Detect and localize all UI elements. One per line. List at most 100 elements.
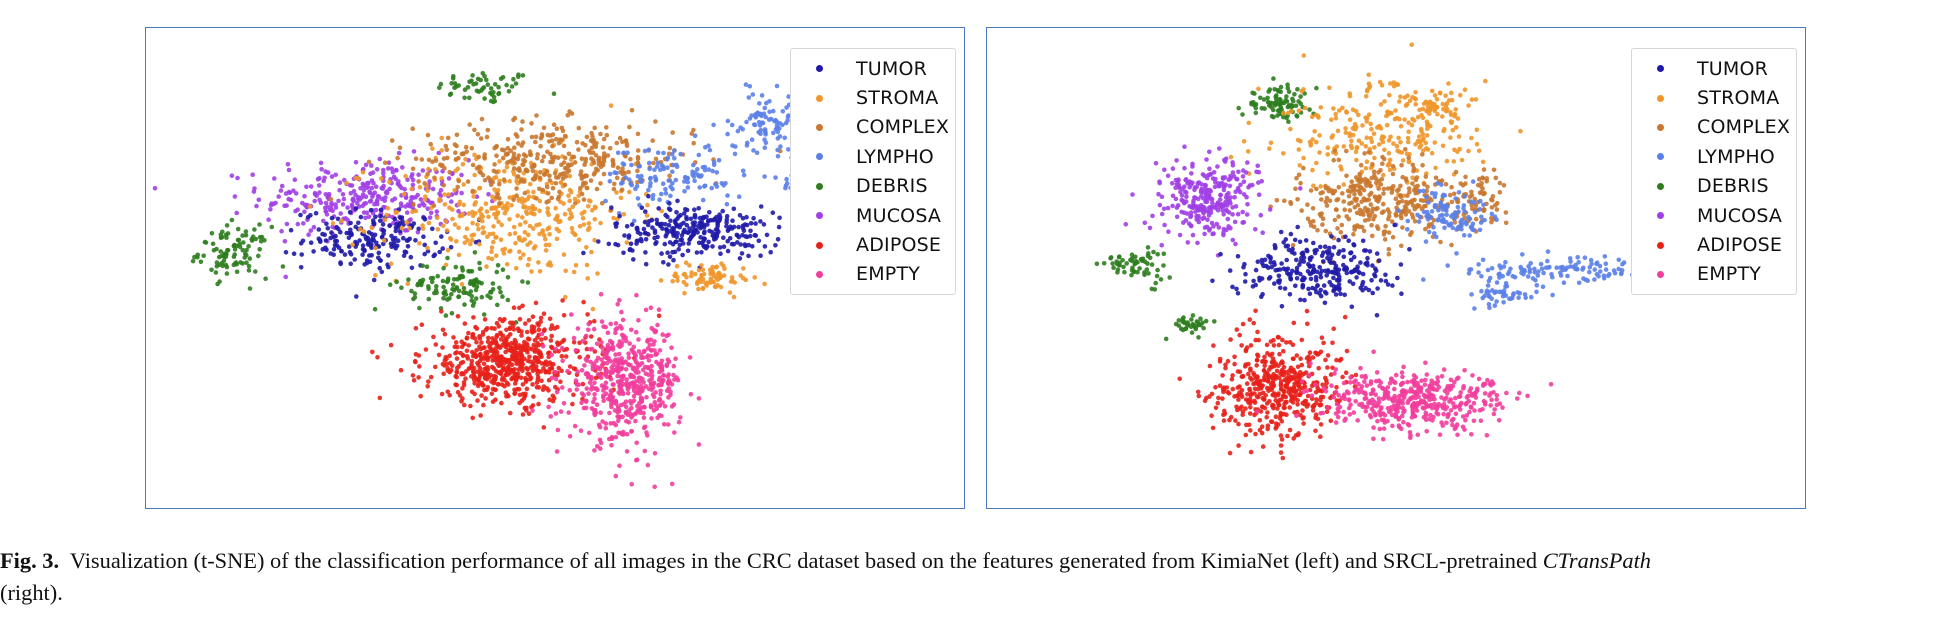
scatter-point	[670, 151, 675, 157]
scatter-point	[582, 363, 587, 368]
scatter-point	[463, 376, 468, 381]
scatter-point	[475, 369, 480, 375]
scatter-point	[645, 231, 651, 237]
scatter-point	[235, 175, 240, 181]
scatter-point	[656, 206, 661, 211]
scatter-point	[450, 216, 455, 222]
scatter-point	[1295, 137, 1301, 143]
scatter-point	[406, 277, 411, 282]
scatter-point	[1174, 214, 1180, 220]
scatter-point	[655, 160, 661, 166]
scatter-point	[660, 332, 665, 337]
scatter-point	[522, 405, 528, 411]
scatter-point	[431, 203, 437, 208]
scatter-point	[1458, 92, 1463, 98]
scatter-point	[1365, 255, 1370, 261]
scatter-point	[1416, 134, 1422, 139]
scatter-point	[669, 404, 675, 409]
scatter-point	[1403, 206, 1409, 211]
scatter-point	[1403, 103, 1409, 108]
scatter-point	[428, 141, 434, 147]
scatter-point	[1399, 150, 1405, 155]
scatter-point	[521, 396, 527, 401]
scatter-point	[715, 219, 720, 225]
scatter-point	[1231, 174, 1237, 179]
scatter-point	[724, 224, 729, 229]
scatter-point	[635, 174, 641, 179]
scatter-point	[237, 244, 243, 250]
scatter-point	[332, 242, 338, 248]
scatter-point	[439, 148, 445, 153]
scatter-point	[585, 312, 590, 317]
scatter-point	[569, 225, 575, 231]
scatter-point	[652, 400, 658, 405]
scatter-point	[400, 218, 405, 224]
scatter-point	[1156, 191, 1161, 197]
scatter-point	[686, 241, 691, 246]
scatter-point	[621, 250, 626, 256]
scatter-point	[667, 173, 672, 179]
scatter-point	[654, 359, 659, 365]
scatter-point	[365, 184, 371, 190]
scatter-point	[1247, 183, 1253, 188]
scatter-point	[484, 209, 490, 214]
scatter-point	[530, 382, 535, 387]
scatter-point	[468, 241, 473, 247]
scatter-point	[1387, 167, 1393, 173]
scatter-point	[583, 399, 589, 404]
scatter-point	[1253, 282, 1258, 288]
scatter-point	[652, 339, 657, 344]
scatter-point	[649, 373, 655, 378]
scatter-point	[1426, 200, 1431, 205]
scatter-point	[1228, 154, 1234, 160]
scatter-point	[549, 138, 555, 143]
scatter-point	[1272, 262, 1277, 268]
scatter-point	[1424, 195, 1429, 200]
scatter-point	[221, 253, 227, 258]
scatter-point	[1386, 230, 1392, 235]
scatter-point	[1241, 139, 1247, 144]
scatter-point	[1286, 89, 1292, 95]
scatter-point	[613, 330, 618, 336]
scatter-point	[1368, 121, 1373, 127]
scatter-point	[472, 250, 478, 255]
scatter-point	[518, 375, 524, 381]
scatter-point	[1369, 175, 1374, 181]
scatter-point	[288, 227, 294, 233]
scatter-point	[513, 320, 519, 325]
scatter-point	[713, 181, 718, 187]
scatter-point	[493, 376, 498, 382]
scatter-point	[1366, 149, 1372, 155]
scatter-point	[653, 156, 659, 162]
scatter-point	[615, 302, 620, 307]
scatter-point	[1161, 251, 1167, 257]
scatter-point	[600, 349, 606, 355]
scatter-point	[417, 364, 422, 369]
scatter-point	[623, 335, 628, 340]
scatter-point	[674, 210, 679, 215]
scatter-point	[455, 314, 461, 319]
scatter-point	[357, 238, 362, 243]
scatter-point	[387, 282, 393, 287]
scatter-point	[521, 252, 526, 257]
scatter-point	[1423, 226, 1428, 232]
scatter-point	[302, 193, 307, 199]
scatter-point	[655, 150, 661, 155]
scatter-point	[692, 133, 698, 138]
scatter-point	[1415, 203, 1420, 208]
scatter-point	[642, 448, 648, 454]
scatter-point	[1479, 190, 1484, 195]
scatter-point	[210, 241, 216, 247]
scatter-point	[592, 412, 598, 418]
scatter-point	[1228, 176, 1233, 181]
scatter-point	[701, 215, 706, 221]
scatter-point	[350, 242, 355, 248]
scatter-point	[283, 250, 289, 255]
scatter-point	[1182, 165, 1187, 171]
scatter-point	[520, 215, 525, 220]
scatter-point	[728, 224, 733, 229]
scatter-point	[409, 265, 415, 271]
scatter-point	[394, 210, 399, 215]
scatter-point	[437, 249, 443, 255]
scatter-point	[545, 191, 551, 196]
